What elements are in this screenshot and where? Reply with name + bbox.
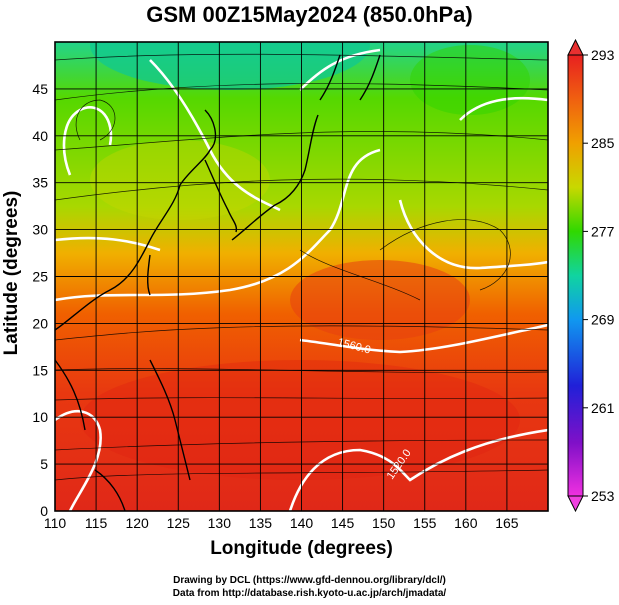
x-axis-ticks: 110 115 120 125 130 135 140 145 150 155 160 165 — [44, 515, 519, 531]
contour-line — [55, 410, 102, 511]
x-axis-label: Longitude (degrees) — [210, 538, 393, 559]
credit-line-data: Data from http://database.rish.kyoto-u.a… — [172, 588, 447, 599]
y-tick-label: 20 — [32, 315, 48, 331]
y-tick-label: 5 — [40, 456, 48, 472]
streamline — [55, 397, 548, 401]
colorbar-top-arrow — [567, 38, 584, 56]
plot-frame — [54, 41, 549, 512]
x-tick-label: 145 — [331, 515, 355, 531]
contour-line — [55, 148, 381, 302]
colorbar-tick-label: 285 — [591, 135, 615, 151]
contour-line — [288, 428, 548, 511]
map-title: GSM 00Z15May2024 (850.0hPa) — [146, 2, 473, 27]
contour-line — [459, 96, 548, 121]
x-tick-label: 155 — [413, 515, 437, 531]
streamline — [55, 131, 548, 151]
y-tick-label: 35 — [32, 175, 48, 191]
colorbar-tick-label: 293 — [591, 47, 615, 63]
x-tick-label: 120 — [125, 515, 149, 531]
streamline — [299, 249, 421, 301]
x-tick-label: 110 — [44, 515, 67, 531]
warm-ridge — [290, 260, 470, 340]
coastlines — [55, 54, 381, 511]
streamline — [55, 53, 548, 61]
cold-air-mass-east — [410, 45, 530, 115]
streamline — [75, 99, 116, 141]
cold-air-mass — [90, 42, 370, 90]
y-tick-label: 40 — [32, 128, 48, 144]
colorbar-tick-label: 277 — [591, 223, 615, 239]
coastline-sakhalin — [319, 54, 341, 101]
x-tick-label: 130 — [208, 515, 232, 531]
x-tick-label: 165 — [495, 515, 519, 531]
coastline-indochina — [55, 359, 86, 431]
colorbar-tick-label: 253 — [591, 488, 615, 504]
geopotential-contours — [55, 48, 548, 511]
coastline-asia — [55, 109, 217, 331]
y-axis-ticks: 0 5 10 15 20 25 30 35 40 45 — [32, 81, 48, 519]
contour-line — [299, 323, 548, 354]
coastline-philippines — [149, 359, 191, 481]
streamline — [55, 325, 548, 341]
y-tick-label: 45 — [32, 81, 48, 97]
streamline — [55, 83, 548, 101]
warm-ridge-south — [80, 360, 520, 480]
colorbar-tick-label: 269 — [591, 312, 615, 328]
contour-line — [299, 48, 381, 91]
x-tick-label: 140 — [290, 515, 314, 531]
x-tick-label: 150 — [372, 515, 396, 531]
x-tick-label: 160 — [454, 515, 478, 531]
lat-lon-grid — [55, 42, 548, 511]
y-tick-label: 0 — [40, 503, 48, 519]
colorbar-bottom-arrow — [567, 495, 584, 513]
colorbar-ticks: 293 285 277 269 261 253 — [583, 47, 615, 504]
coastline-kamchatka — [359, 54, 381, 101]
credit-line-dcl: Drawing by DCL (https://www.gfd-dennou.o… — [173, 575, 446, 586]
cool-patch — [90, 140, 270, 220]
y-tick-label: 25 — [32, 269, 48, 285]
colorbar-tick-label: 261 — [591, 400, 615, 416]
streamline — [55, 469, 548, 481]
streamline — [55, 439, 548, 451]
contour-line — [398, 199, 548, 270]
x-tick-label: 125 — [167, 515, 191, 531]
y-tick-label: 15 — [32, 362, 48, 378]
x-tick-label: 115 — [85, 515, 108, 531]
streamline — [55, 178, 548, 201]
coastline-japan — [231, 114, 319, 241]
y-tick-label: 30 — [32, 222, 48, 238]
coastline-borneo — [94, 469, 126, 511]
contour-line — [55, 236, 161, 252]
x-tick-label: 135 — [249, 515, 273, 531]
coastline-korea — [204, 159, 238, 233]
colorbar — [567, 54, 584, 497]
y-tick-label: 10 — [32, 409, 48, 425]
